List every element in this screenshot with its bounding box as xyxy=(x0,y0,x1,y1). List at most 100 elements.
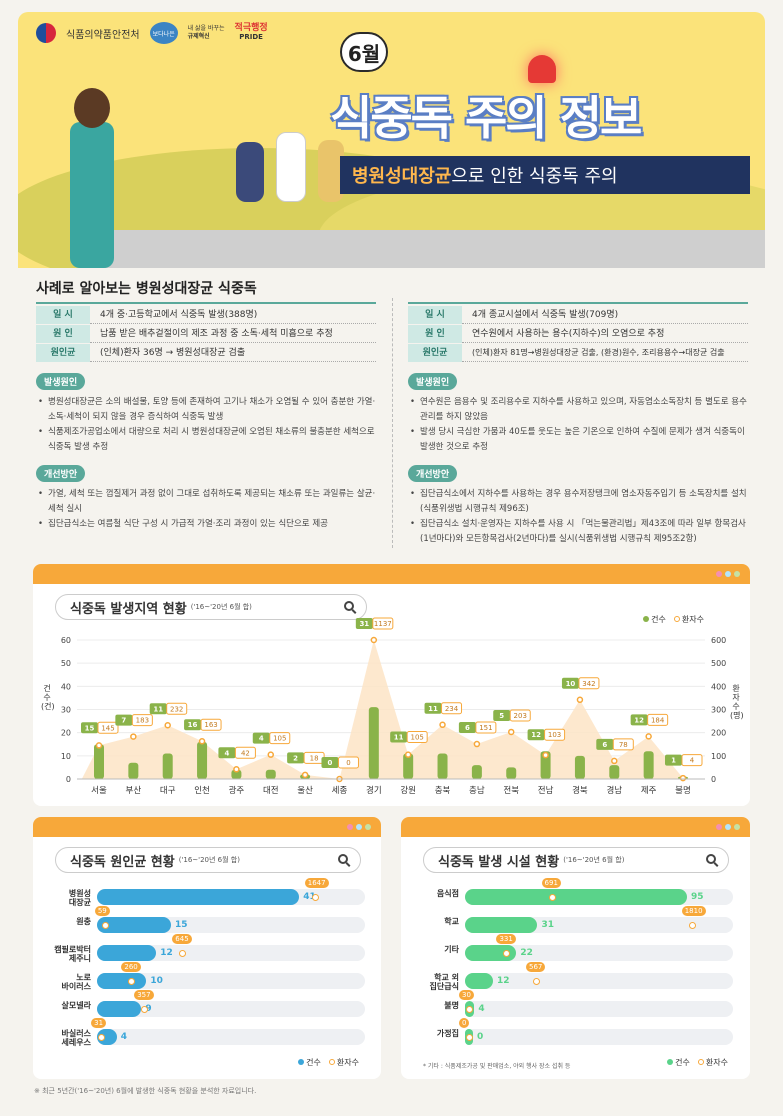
cases-value: 4 xyxy=(120,1032,127,1042)
patients-label: 151 xyxy=(479,724,492,732)
legend-dot xyxy=(697,1059,704,1065)
cases-bar xyxy=(231,769,242,779)
cases-label-bg xyxy=(527,729,545,741)
x-tick-label: 제주 xyxy=(641,786,657,796)
patients-point xyxy=(179,950,187,957)
cases-label-bg xyxy=(321,757,339,768)
bar-track: 41 xyxy=(97,889,365,905)
bar-track: 95 xyxy=(465,889,733,905)
panel-header-bar xyxy=(33,564,750,584)
cases-label-bg xyxy=(493,709,511,721)
info-row: 원인균 (인체)환자 36명 → 병원성대장균 검출 xyxy=(36,344,376,362)
legend-dot xyxy=(328,1059,335,1065)
cases-bar xyxy=(506,767,517,779)
cases-bar xyxy=(368,707,379,779)
bar-row: 살모넬라 9 357 xyxy=(62,990,365,1019)
region-panel: 식중독 발생지역 현황 ('16~'20년 6월 합) 건수 환자수 건수(건) … xyxy=(33,564,750,806)
cases-bar xyxy=(609,765,620,779)
x-tick-label: 전북 xyxy=(503,785,519,796)
badge-reform: 내 삶을 바꾸는 규제혁신 xyxy=(188,25,225,41)
patients-label: 103 xyxy=(548,731,561,739)
x-tick-label: 서울 xyxy=(91,786,107,796)
cases-label-bg xyxy=(561,677,579,689)
legend-cases: 건수 xyxy=(298,1057,321,1068)
patients-label: 203 xyxy=(514,712,527,720)
patients-label: 331 xyxy=(496,934,516,944)
cases-value: 41 xyxy=(303,892,316,902)
patients-label: 163 xyxy=(204,721,217,729)
info-key: 일 시 xyxy=(36,306,90,324)
subtitle-rest: 으로 인한 식중독 주의 xyxy=(451,166,618,187)
x-tick-label: 인천 xyxy=(194,785,210,796)
bar-row: 캠필로박터 제주니 12 645 xyxy=(54,934,365,963)
bar-category-label: 원충 xyxy=(76,917,91,926)
cases-bar xyxy=(162,753,173,779)
info-value: 납품 받은 배추겉절이의 제조 과정 중 소독·세척 미흡으로 추정 xyxy=(90,325,376,343)
patients-label: 1137 xyxy=(374,620,392,628)
x-tick-label: 대전 xyxy=(263,785,279,796)
person-illustration xyxy=(70,122,114,268)
x-tick-label: 충북 xyxy=(435,786,451,796)
search-icon xyxy=(338,854,348,864)
org-name: 식품의약품안전처 xyxy=(66,29,140,41)
cases-label-bg xyxy=(252,732,270,744)
facility-title-box: 식중독 발생 시설 현황 ('16~'20년 6월 합) xyxy=(423,847,729,873)
month-badge: 6월 xyxy=(340,32,388,72)
patients-point xyxy=(473,740,481,748)
cases-label: 12 xyxy=(531,731,541,739)
bar-category-label: 가정집 xyxy=(436,1029,459,1038)
cases-label-bg xyxy=(390,731,408,743)
bar-row: 음식점 95 691 xyxy=(437,878,733,907)
window-dots xyxy=(716,824,740,830)
logo-row: 식품의약품안전처 보다나은 내 삶을 바꾸는 규제혁신 적극행정 PRIDE xyxy=(36,22,268,44)
cases-label: 1 xyxy=(671,757,676,765)
dot xyxy=(356,824,362,830)
dot xyxy=(734,824,740,830)
cases-label: 31 xyxy=(359,620,369,628)
legend-cases-label: 건수 xyxy=(306,1058,321,1067)
x-tick-label: 전남 xyxy=(538,785,554,796)
patients-label: 357 xyxy=(134,990,154,1000)
cases-label-bg xyxy=(355,618,373,629)
patients-label-bg xyxy=(544,728,566,741)
info-key: 원 인 xyxy=(408,325,462,343)
info-key: 일 시 xyxy=(408,306,462,324)
bar-category-label: 기타 xyxy=(444,945,459,954)
patients-label: 0 xyxy=(346,759,350,767)
pathogen-legend: 건수 환자수 xyxy=(298,1057,359,1068)
bar-category-label: 불명 xyxy=(444,1001,459,1010)
dot xyxy=(725,824,731,830)
y-tick-left: 0 xyxy=(66,775,71,784)
cases-label: 5 xyxy=(499,712,504,720)
bar-track: 4 xyxy=(465,1001,733,1017)
patients-point xyxy=(164,722,171,729)
patients-label-bg xyxy=(131,714,153,727)
cases-bar xyxy=(97,1029,117,1045)
patients-label-bg xyxy=(647,713,669,726)
patients-label: 0 xyxy=(459,1018,470,1028)
bar-row: 노로 바이러스 10 260 xyxy=(62,962,365,991)
y-tick-right: 400 xyxy=(711,682,726,691)
patients-label: 691 xyxy=(541,878,561,888)
cases-bar xyxy=(128,762,139,779)
pathogen-chart: 병원성 대장균 41 1647 원충 15 59 캠필로박터 제주니 12 645 노로 바이러스 10 2… xyxy=(54,878,365,1059)
panel-header-bar xyxy=(401,817,750,837)
pathogen-chart-title: 식중독 원인균 현황 xyxy=(70,854,175,870)
pathogen-chart-period: ('16~'20년 6월 합) xyxy=(178,856,240,864)
legend-dot xyxy=(673,616,680,622)
cases-bar xyxy=(574,755,585,779)
patients-area xyxy=(81,640,701,779)
cases-divider xyxy=(392,298,393,548)
bar-track: 31 xyxy=(465,917,733,933)
cases-bar xyxy=(540,751,551,779)
cases-bar xyxy=(465,973,494,989)
patients-point xyxy=(542,751,549,759)
bar-category-label: 캠필로박터 제주니 xyxy=(54,945,91,963)
y-tick-left: 50 xyxy=(61,659,71,668)
case-left: 일 시 4개 중·고등학교에서 식중독 발생(388명) 원 인 납품 받은 배추겉… xyxy=(36,302,376,532)
case-top-line xyxy=(408,302,748,304)
badge-pride-label: 적극행정 xyxy=(234,23,268,33)
patients-label: 567 xyxy=(526,962,546,972)
case-top-line xyxy=(36,302,376,304)
